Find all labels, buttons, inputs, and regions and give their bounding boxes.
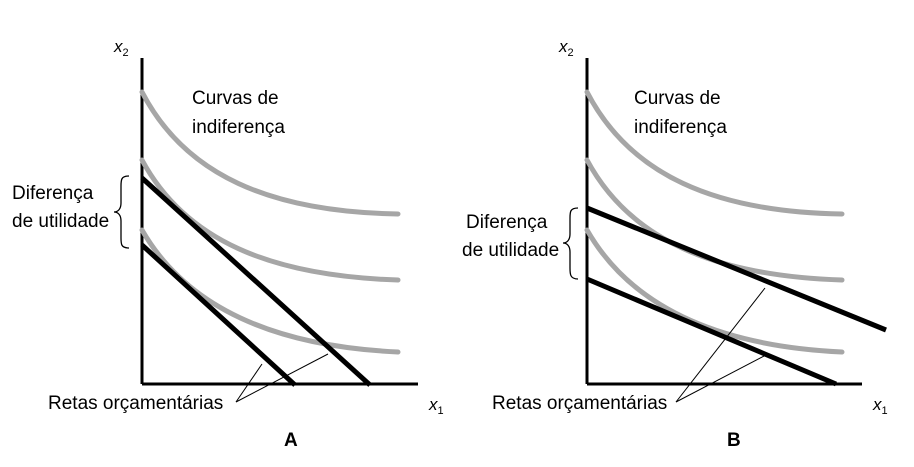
panel-b-budget-line-low [586, 276, 837, 387]
panel-a-budget-line-low [140, 243, 297, 387]
panel-a-budget-pointer-low [235, 363, 263, 403]
panel-b-difference-label-line1: Diferença [466, 212, 548, 233]
panel-a-indifference-curve-high [139, 89, 401, 217]
panel-a: x2 x1 Curvas de indiferença Diferença de… [12, 37, 444, 451]
panel-a-curves-label-line2: indiferença [192, 117, 285, 138]
panel-b-curves-label-line1: Curvas de [634, 88, 721, 109]
panel-b-budget-line-high [586, 205, 887, 333]
panel-a-budget-pointer-high [235, 353, 329, 403]
panel-a-budget-line-high [140, 176, 372, 387]
panel-b: x2 x1 Curvas de indiferença Diferença de… [462, 37, 888, 451]
panel-b-difference-label-line2: de utilidade [462, 240, 559, 261]
panel-b-x-axis-label: x1 [872, 395, 888, 417]
panel-b-indifference-curve-high [584, 89, 845, 217]
panel-b-difference-brace [562, 207, 579, 280]
panel-b-budget-pointer-high [675, 287, 766, 403]
panel-a-budget-label: Retas orçamentárias [48, 393, 223, 414]
panel-b-y-axis-label: x2 [558, 37, 574, 59]
panel-a-difference-brace [113, 175, 130, 249]
panel-a-indifference-curve-mid [139, 157, 401, 283]
panel-b-budget-pointer-low [675, 354, 767, 403]
panel-a-indifference-curve-low [139, 227, 401, 355]
panel-a-y-axis-label: x2 [113, 37, 129, 59]
panel-a-curves-label-line1: Curvas de [192, 88, 279, 109]
panel-a-difference-label-line2: de utilidade [12, 211, 109, 232]
panel-a-letter: A [284, 430, 298, 451]
panel-a-x-axis-label: x1 [428, 395, 444, 417]
panel-a-difference-label-line1: Diferença [12, 183, 94, 204]
panel-b-letter: B [727, 430, 741, 451]
panel-b-curves-label-line2: indiferença [634, 117, 727, 138]
panel-b-budget-label: Retas orçamentárias [492, 393, 667, 414]
